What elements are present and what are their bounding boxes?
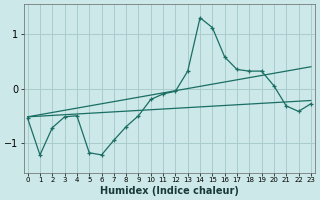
X-axis label: Humidex (Indice chaleur): Humidex (Indice chaleur)	[100, 186, 239, 196]
